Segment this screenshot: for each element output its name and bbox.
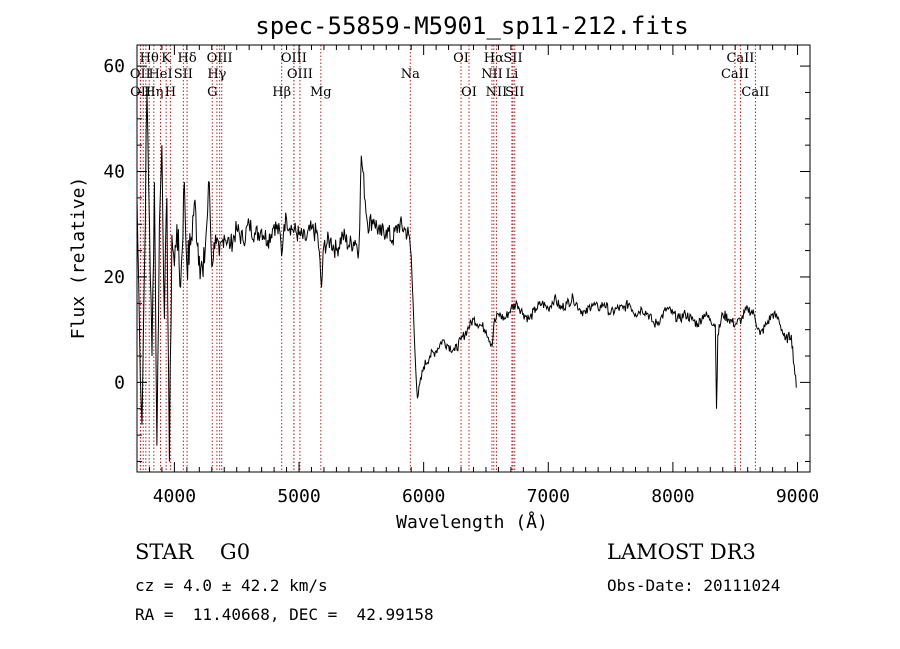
x-tick-label: 9000 [776, 486, 819, 507]
line-label: Li [505, 67, 518, 82]
line-label: Hη [144, 85, 163, 100]
object-class: STAR G0 [135, 540, 251, 564]
y-tick-label: 20 [103, 267, 125, 288]
line-label: NII [481, 67, 503, 82]
emission-line-markers [139, 45, 756, 472]
line-label: G [207, 85, 217, 100]
line-label: OIII [207, 51, 233, 66]
line-label: HeI [148, 67, 172, 82]
line-label: CaII [721, 67, 749, 82]
line-label: Hθ [140, 51, 159, 66]
y-axis-label: Flux (relative) [68, 177, 89, 340]
line-label: H [165, 85, 176, 100]
y-tick-label: 60 [103, 56, 125, 77]
x-axis-label: Wavelength (Å) [396, 511, 548, 533]
line-label: Na [401, 67, 420, 82]
line-label: SII [503, 51, 522, 66]
x-tick-label: 8000 [651, 486, 694, 507]
x-tick-label: 6000 [402, 486, 445, 507]
line-label: NII [486, 85, 508, 100]
x-tick-label: 4000 [153, 486, 196, 507]
line-label: SII [174, 67, 193, 82]
survey-name: LAMOST DR3 [607, 540, 756, 564]
observation-date: Obs-Date: 20111024 [607, 576, 781, 595]
line-label: Hδ [178, 51, 197, 66]
line-label: SII [505, 85, 524, 100]
coordinates-readout: RA = 11.40668, DEC = 42.99158 [135, 605, 434, 624]
spectrum-line [136, 92, 797, 462]
line-label: OI [461, 85, 477, 100]
plot-frame [136, 44, 811, 473]
chart-title: spec-55859-M5901_sp11-212.fits [255, 12, 688, 40]
y-tick-label: 40 [103, 162, 125, 183]
line-label: OI [453, 51, 469, 66]
line-label: OIII [281, 51, 307, 66]
line-label: Hγ [207, 67, 226, 82]
x-tick-label: 5000 [277, 486, 320, 507]
spectrum-chart: spec-55859-M5901_sp11-212.fits Hθ K Hδ OIII… [68, 12, 819, 533]
line-label: CaII [726, 51, 754, 66]
line-label: Hβ [272, 85, 291, 100]
line-label: OIII [287, 67, 313, 82]
x-tick-label: 7000 [527, 486, 570, 507]
line-label: Mg [310, 85, 332, 100]
line-label: OII [130, 67, 151, 82]
axis-ticks: 4000 5000 6000 7000 8000 9000 0 20 40 60 [103, 45, 819, 507]
redshift-readout: cz = 4.0 ± 42.2 km/s [135, 576, 328, 595]
line-label: Hα [484, 51, 504, 66]
y-tick-label: 0 [114, 372, 125, 393]
line-label: CaII [741, 85, 769, 100]
line-label: K [161, 51, 171, 66]
